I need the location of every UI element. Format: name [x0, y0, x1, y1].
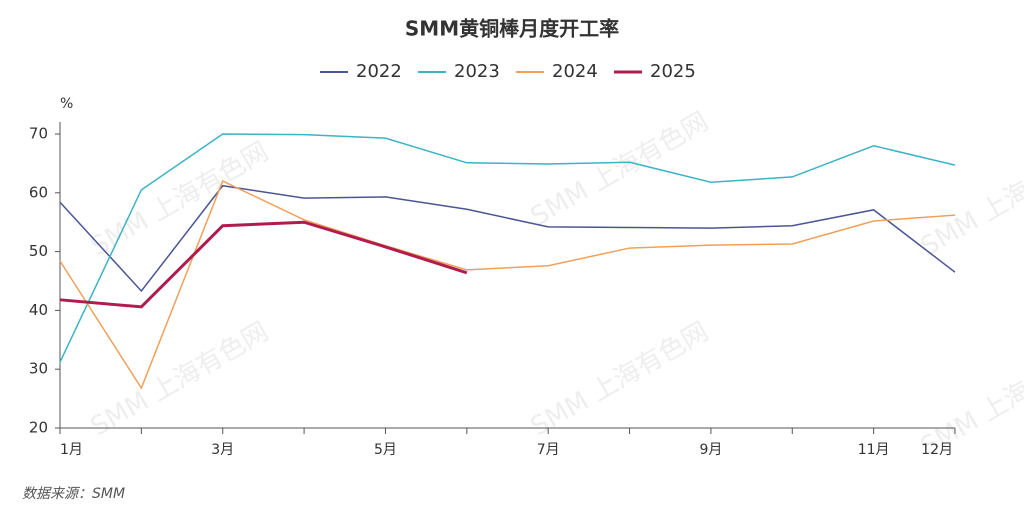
y-tick-label: 60 — [29, 183, 48, 201]
y-tick-label: 30 — [29, 360, 48, 378]
y-axis-label: % — [60, 96, 73, 112]
x-tick-label: 5月 — [374, 442, 397, 458]
x-tick-label: 1月 — [60, 442, 83, 458]
x-tick-label: 7月 — [537, 442, 560, 458]
chart-title: SMM黄铜棒月度开工率 — [405, 17, 619, 41]
legend-label: 2024 — [552, 61, 598, 82]
watermark: SMM 上海有色网 — [86, 137, 274, 263]
watermark: SMM 上海有色网 — [526, 317, 714, 443]
legend-label: 2025 — [650, 61, 696, 82]
legend-label: 2023 — [454, 61, 500, 82]
y-tick-label: 70 — [29, 125, 48, 143]
source: 数据来源：SMM — [22, 486, 125, 502]
y-tick-label: 50 — [29, 242, 48, 260]
series-line — [59, 220, 468, 309]
y-tick-label: 20 — [29, 419, 48, 437]
watermark: SMM 上海有色网 — [86, 317, 274, 443]
series-line — [59, 184, 956, 293]
series-line — [59, 133, 956, 363]
watermark: SMM 上海有色网 — [916, 137, 1024, 263]
legend-label: 2022 — [356, 61, 402, 82]
x-tick-label: 9月 — [699, 442, 722, 458]
watermark: SMM 上海有色网 — [526, 107, 714, 233]
series-line — [59, 180, 956, 390]
y-tick-label: 40 — [29, 301, 48, 319]
x-tick-label: 11月 — [858, 442, 890, 458]
x-tick-label: 3月 — [211, 442, 234, 458]
x-tick-label: 12月 — [921, 442, 953, 458]
